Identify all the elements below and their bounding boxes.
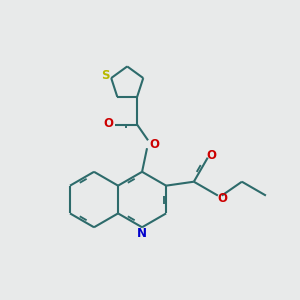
Text: O: O [207,149,217,162]
Text: O: O [103,117,113,130]
Text: O: O [149,138,159,151]
Text: N: N [137,227,147,240]
Text: O: O [218,192,228,205]
Text: S: S [101,69,110,82]
